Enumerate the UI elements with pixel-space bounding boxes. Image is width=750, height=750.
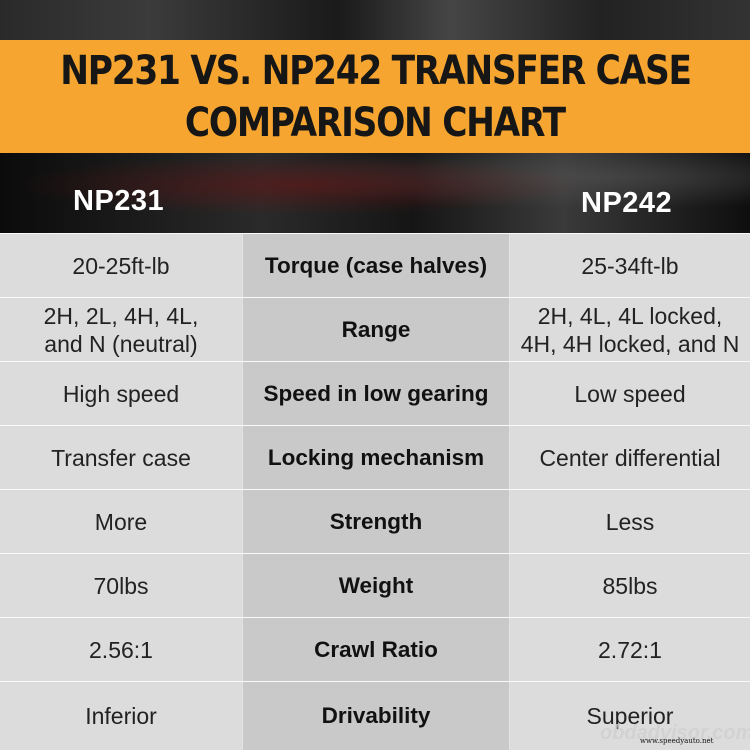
np231-value: 70lbs [0, 554, 242, 617]
top-background-strip [0, 0, 750, 40]
watermark-small-text: www.speedyauto.net [640, 737, 714, 745]
np242-value: Center differential [510, 426, 750, 489]
feature-label: Crawl Ratio [243, 618, 509, 681]
feature-label: Drivability [243, 682, 509, 750]
np242-value: 2.72:1 [510, 618, 750, 681]
np231-value: More [0, 490, 242, 553]
np242-value: 25-34ft-lb [510, 234, 750, 297]
table-row: Transfer case Locking mechanism Center d… [0, 425, 750, 489]
feature-label: Weight [243, 554, 509, 617]
feature-label: Locking mechanism [243, 426, 509, 489]
np242-value: Superior [510, 682, 750, 750]
watermark-logo: obdadvisor.com [600, 722, 750, 744]
np231-value: 2.56:1 [0, 618, 242, 681]
np231-value: 20-25ft-lb [0, 234, 242, 297]
feature-label: Range [243, 298, 509, 361]
table-row: 20-25ft-lb Torque (case halves) 25-34ft-… [0, 233, 750, 297]
column-header-band: NP231 NP242 [0, 153, 750, 233]
feature-label: Speed in low gearing [243, 362, 509, 425]
table-row: 70lbs Weight 85lbs [0, 553, 750, 617]
np231-value: Inferior [0, 682, 242, 750]
table-row: 2.56:1 Crawl Ratio 2.72:1 [0, 617, 750, 681]
title-line-2: COMPARISON CHART [185, 99, 566, 146]
title-line-1: NP231 VS. NP242 TRANSFER CASE [59, 47, 692, 94]
table-row: High speed Speed in low gearing Low spee… [0, 361, 750, 425]
feature-label: Strength [243, 490, 509, 553]
table-row: Inferior Drivability Superior [0, 681, 750, 750]
title-banner: NP231 VS. NP242 TRANSFER CASE COMPARISON… [0, 40, 750, 153]
column-header-np242: NP242 [581, 187, 673, 219]
np242-value: Low speed [510, 362, 750, 425]
np242-value: 85lbs [510, 554, 750, 617]
np231-value: 2H, 2L, 4H, 4L, and N (neutral) [0, 298, 242, 361]
feature-label: Torque (case halves) [243, 234, 509, 297]
np242-value: 2H, 4L, 4L locked, 4H, 4H locked, and N [510, 298, 750, 361]
comparison-table: 20-25ft-lb Torque (case halves) 25-34ft-… [0, 233, 750, 750]
table-row: 2H, 2L, 4H, 4L, and N (neutral) Range 2H… [0, 297, 750, 361]
np242-value: Less [510, 490, 750, 553]
np231-value: Transfer case [0, 426, 242, 489]
np231-value: High speed [0, 362, 242, 425]
column-header-np231: NP231 [73, 185, 165, 217]
table-row: More Strength Less [0, 489, 750, 553]
